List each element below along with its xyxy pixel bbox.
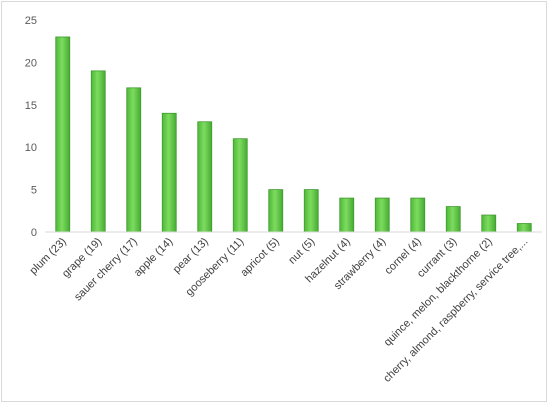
y-tick-label: 25 [25,15,37,27]
bar-11 [445,206,461,233]
bar-2 [126,87,142,233]
y-tick-label: 5 [31,185,37,197]
x-axis: plum (23)grape (19)sauer cherry (17)appl… [28,231,542,385]
x-tick-label: sauer cherry (17) [72,236,140,304]
bar-6 [268,189,284,233]
y-tick-label: 15 [25,100,37,112]
bar-12 [481,214,497,233]
bar-8 [339,197,355,233]
y-tick-label: 10 [25,142,37,154]
bar-10 [410,197,426,233]
x-tick-label: apple (14) [132,236,176,280]
bar-3 [161,112,177,233]
x-tick-label: apricot (5) [238,236,282,280]
bar-4 [197,121,213,233]
x-tick-label: nut (5) [286,236,317,267]
bar-0 [55,36,71,233]
bar-9 [374,197,390,233]
bars [55,36,532,233]
y-axis: 0 5 10 15 20 25 [25,15,37,239]
bar-1 [90,70,106,233]
bar-7 [303,189,319,233]
y-tick-label: 0 [31,227,37,239]
y-tick-label: 20 [25,57,37,69]
bar-5 [232,138,248,233]
bar-13 [516,223,532,233]
